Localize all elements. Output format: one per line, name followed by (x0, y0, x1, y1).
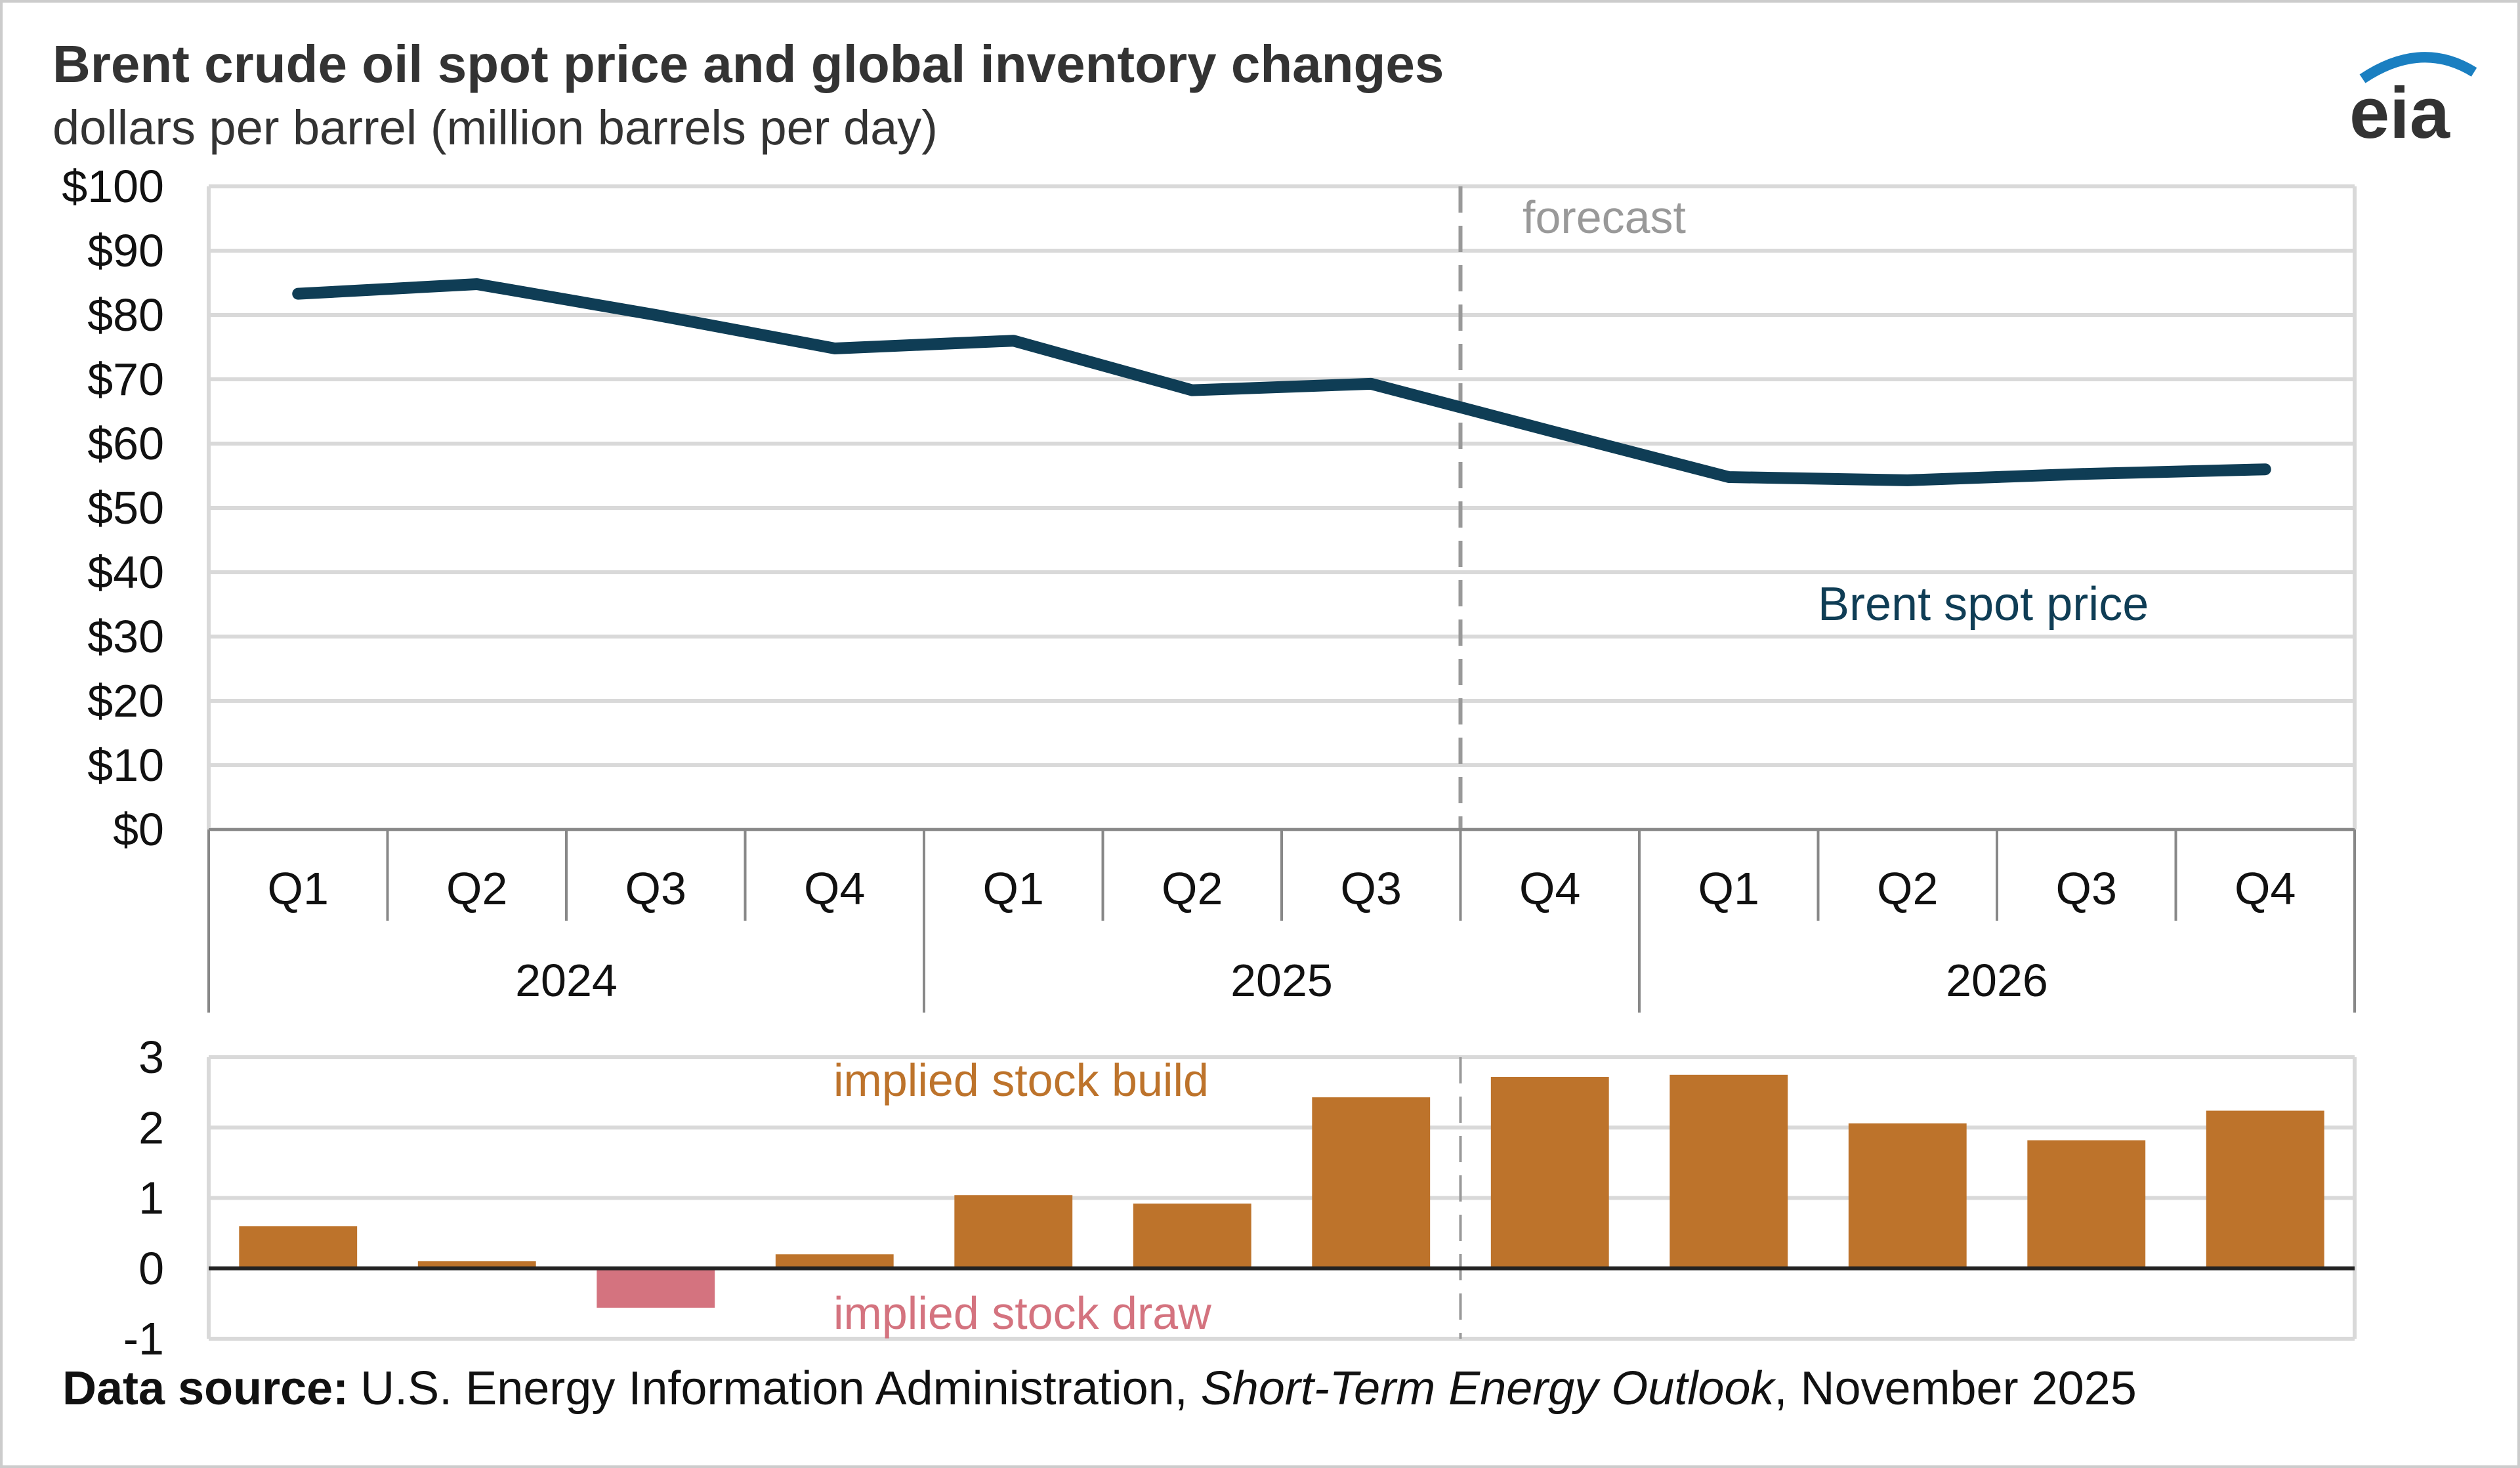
x-tick-label: Q4 (804, 863, 865, 914)
price-chart: $0 $10 $20 $30 $40 $50 $60 $70 $80 $90 $100 forecas… (62, 161, 2357, 1013)
price-point (1370, 382, 1373, 385)
y-tick-label: $90 (87, 225, 164, 276)
bar-stock-build (1312, 1097, 1431, 1269)
eia-logo: eia (2349, 52, 2477, 154)
y-tick-label: $0 (113, 804, 164, 855)
bar-stock-build (954, 1195, 1073, 1269)
y-tick-label: $100 (62, 161, 164, 212)
y-tick-label: $30 (87, 611, 164, 662)
series-label: Brent spot price (1818, 578, 2149, 631)
y-tick-label: 3 (138, 1032, 164, 1083)
y-tick-label: $60 (87, 418, 164, 469)
data-source: Data source: U.S. Energy Information Admi… (62, 1362, 2137, 1415)
source-date: , November 2025 (1774, 1362, 2136, 1415)
bar-stock-build (1670, 1074, 1788, 1269)
x-tick-label: Q2 (446, 863, 507, 914)
source-label: Data source: (62, 1362, 348, 1415)
price-point (654, 314, 658, 316)
price-point (1012, 339, 1015, 343)
y-tick-label: -1 (123, 1313, 164, 1364)
x-tick-label: Q4 (1519, 863, 1580, 914)
price-point (2085, 472, 2088, 476)
y-tick-label: $80 (87, 289, 164, 341)
chart-title: Brent crude oil spot price and global in… (52, 35, 1444, 93)
x-tick-label: Q3 (625, 863, 686, 914)
bar-stock-build (2027, 1140, 2146, 1269)
year-label: 2026 (1946, 955, 2048, 1006)
bar-stock-build (1848, 1123, 1967, 1269)
y-tick-label: $40 (87, 547, 164, 598)
bar-stock-build (1490, 1077, 1609, 1269)
price-point (2263, 468, 2267, 471)
y-tick-label: 0 (138, 1243, 164, 1294)
bar-stock-build (417, 1261, 536, 1269)
bar-stock-build (775, 1254, 894, 1269)
price-point (1190, 388, 1194, 392)
x-tick-label: Q3 (1341, 863, 1402, 914)
y-tick-label: 2 (138, 1102, 164, 1153)
y-tick-label: $10 (87, 740, 164, 791)
source-text: U.S. Energy Information Administration, (360, 1362, 1201, 1415)
bar-stock-draw (597, 1268, 715, 1308)
source-publication: Short-Term Energy Outlook (1201, 1362, 1777, 1415)
forecast-label: forecast (1522, 192, 1686, 243)
y-tick-label: $50 (87, 482, 164, 534)
price-point (1906, 478, 1909, 482)
x-tick-label: Q1 (983, 863, 1044, 914)
bar-stock-build (239, 1226, 358, 1269)
x-tick-label: Q4 (2235, 863, 2296, 914)
price-line (292, 278, 2271, 486)
price-point (833, 346, 836, 350)
x-tick-label: Q3 (2056, 863, 2117, 914)
x-tick-label: Q1 (1698, 863, 1759, 914)
draw-label: implied stock draw (833, 1288, 1211, 1339)
eia-logo-arc (2359, 52, 2477, 83)
year-label: 2024 (515, 955, 618, 1006)
year-label: 2025 (1230, 955, 1333, 1006)
eia-logo-text: eia (2349, 73, 2450, 154)
y-tick-label: $20 (87, 675, 164, 726)
price-point (1548, 429, 1551, 432)
build-label: implied stock build (833, 1055, 1209, 1106)
price-point (297, 292, 300, 295)
y-tick-label: 1 (138, 1173, 164, 1224)
y-tick-label: $70 (87, 354, 164, 405)
price-point (1727, 475, 1731, 478)
bar-stock-build (1133, 1204, 1251, 1269)
inventory-chart: -1 0 1 2 3 implied stock build implied stock d… (123, 1032, 2357, 1364)
x-tick-label: Q1 (268, 863, 329, 914)
x-tick-label: Q2 (1877, 863, 1938, 914)
bar-stock-build (2206, 1110, 2324, 1269)
x-tick-label: Q2 (1162, 863, 1223, 914)
chart-subtitle: dollars per barrel (million barrels per … (52, 100, 938, 155)
price-point (475, 282, 478, 285)
